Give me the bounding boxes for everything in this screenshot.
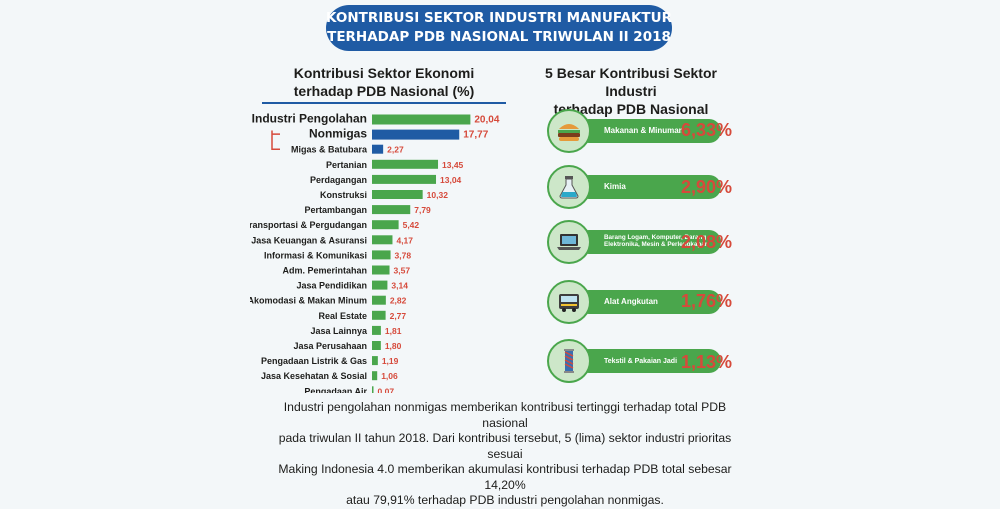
value-label: 1,19 bbox=[382, 356, 399, 366]
bar bbox=[372, 371, 378, 381]
top5-item-food: Makanan & Minuman bbox=[547, 109, 727, 153]
bar bbox=[372, 341, 381, 350]
bar bbox=[372, 295, 386, 305]
value-label: 2,77 bbox=[390, 311, 407, 321]
category-label: Jasa Lainnya bbox=[310, 326, 368, 336]
top5-value: 2,08% bbox=[681, 232, 733, 252]
category-label: Perdagangan bbox=[310, 175, 367, 185]
category-label: Transportasi & Pergudangan bbox=[250, 220, 367, 230]
footer-line-2: pada triwulan II tahun 2018. Dari kontri… bbox=[278, 431, 732, 461]
flask-icon bbox=[547, 165, 591, 209]
category-label: Pengadaan Air bbox=[304, 386, 367, 393]
top5-value: 6,33% bbox=[681, 120, 733, 140]
bar bbox=[372, 114, 471, 125]
value-label: 7,79 bbox=[414, 205, 431, 215]
top5-pill: Alat Angkutan bbox=[577, 290, 721, 314]
category-label: Industri Pengolahan bbox=[252, 112, 367, 126]
bar bbox=[372, 144, 384, 154]
bar bbox=[372, 265, 390, 275]
bar bbox=[372, 356, 378, 366]
top5-label: Makanan & Minuman bbox=[604, 126, 684, 135]
top5-pill: Kimia bbox=[577, 175, 721, 199]
chart-title-line-2: terhadap PDB Nasional (%) bbox=[293, 83, 475, 99]
footer-line-4: atau 79,91% terhadap PDB industri pengol… bbox=[346, 493, 664, 507]
subsector-bracket bbox=[271, 130, 280, 150]
bar bbox=[372, 235, 393, 245]
bar bbox=[372, 174, 437, 184]
category-label: Jasa Pendidikan bbox=[296, 281, 367, 291]
value-label: 20,04 bbox=[474, 115, 499, 126]
value-label: 1,06 bbox=[381, 371, 398, 381]
category-label: Migas & Batubara bbox=[291, 145, 368, 155]
chart-title-underline bbox=[262, 102, 506, 104]
top5-title: 5 Besar Kontribusi Sektor Industri terha… bbox=[525, 64, 737, 118]
category-label: Adm. Pemerintahan bbox=[282, 266, 367, 276]
category-label: Pertanian bbox=[326, 160, 367, 170]
value-label: 10,32 bbox=[427, 190, 449, 200]
footer-note: Industri pengolahan nonmigas memberikan … bbox=[260, 400, 750, 509]
burger-icon bbox=[547, 109, 591, 153]
bar bbox=[372, 129, 460, 140]
value-label: 4,17 bbox=[396, 235, 413, 245]
value-label: 1,81 bbox=[385, 326, 402, 336]
top5-item-electronics: Barang Logam, Komputer, Barang Elektroni… bbox=[547, 220, 727, 264]
category-label: Konstruksi bbox=[320, 190, 367, 200]
category-label: Jasa Perusahaan bbox=[293, 341, 367, 351]
laptop-icon bbox=[547, 220, 591, 264]
value-label: 1,80 bbox=[385, 341, 402, 351]
category-label: Real Estate bbox=[318, 311, 367, 321]
top5-item-textile: Tekstil & Pakaian Jadi bbox=[547, 339, 727, 383]
top5-title-line-2: terhadap PDB Nasional bbox=[553, 101, 709, 117]
top5-item-transport: Alat Angkutan bbox=[547, 280, 727, 324]
title-banner: KONTRIBUSI SEKTOR INDUSTRI MANUFAKTUR TE… bbox=[326, 5, 672, 51]
chart-title: Kontribusi Sektor Ekonomi terhadap PDB N… bbox=[262, 64, 506, 100]
category-label: Pengadaan Listrik & Gas bbox=[261, 356, 367, 366]
sector-bar-chart: Industri Pengolahan 20,04 Nonmigas 17,77 Mig… bbox=[250, 112, 500, 393]
top5-label: Barang Logam, Komputer, Barang Elektroni… bbox=[604, 234, 709, 248]
category-label: Jasa Kesehatan & Sosial bbox=[261, 371, 367, 381]
footer-line-3: Making Indonesia 4.0 memberikan akumulas… bbox=[278, 462, 732, 492]
bar bbox=[372, 205, 411, 215]
value-label: 2,82 bbox=[390, 296, 407, 306]
top5-value: 1,13% bbox=[681, 352, 733, 372]
textile-icon bbox=[547, 339, 591, 383]
top5-label: Kimia bbox=[604, 182, 626, 191]
value-label: 3,57 bbox=[394, 266, 411, 276]
footer-line-1: Industri pengolahan nonmigas memberikan … bbox=[283, 400, 727, 430]
top5-pill: Makanan & Minuman bbox=[577, 119, 721, 143]
bar bbox=[372, 220, 399, 230]
top5-pill: Tekstil & Pakaian Jadi bbox=[577, 349, 721, 373]
category-label: Akomodasi & Makan Minum bbox=[250, 296, 367, 306]
bar bbox=[372, 159, 439, 169]
top5-item-chemical: Kimia bbox=[547, 165, 727, 209]
value-label: 13,04 bbox=[440, 175, 462, 185]
bar bbox=[372, 250, 391, 260]
value-label: 3,78 bbox=[395, 250, 412, 260]
category-label: Nonmigas bbox=[309, 127, 367, 141]
value-label: 13,45 bbox=[442, 160, 464, 170]
value-label: 3,14 bbox=[391, 281, 408, 291]
value-label: 5,42 bbox=[403, 220, 420, 230]
category-label: Jasa Keuangan & Asuransi bbox=[251, 235, 367, 245]
top5-label: Alat Angkutan bbox=[604, 297, 658, 306]
bar bbox=[372, 190, 423, 199]
bar bbox=[372, 325, 381, 335]
banner-line-1: KONTRIBUSI SEKTOR INDUSTRI MANUFAKTUR bbox=[326, 10, 672, 26]
bar bbox=[372, 310, 386, 320]
top5-pill: Barang Logam, Komputer, Barang Elektroni… bbox=[577, 230, 721, 254]
value-label: 17,77 bbox=[463, 130, 488, 141]
value-label: 2,27 bbox=[387, 145, 404, 155]
chart-title-line-1: Kontribusi Sektor Ekonomi bbox=[293, 65, 475, 81]
top5-value: 2,90% bbox=[681, 177, 733, 197]
category-label: Informasi & Komunikasi bbox=[264, 250, 367, 260]
bar bbox=[372, 280, 388, 290]
bus-icon bbox=[547, 280, 591, 324]
top5-value: 1,76% bbox=[681, 291, 733, 311]
bar bbox=[372, 386, 374, 393]
banner-line-2: TERHADAP PDB NASIONAL TRIWULAN II 2018 bbox=[327, 29, 671, 45]
top5-title-line-1: 5 Besar Kontribusi Sektor Industri bbox=[545, 65, 717, 99]
top5-label: Tekstil & Pakaian Jadi bbox=[604, 357, 678, 365]
value-label: 0,07 bbox=[378, 386, 395, 393]
category-label: Pertambangan bbox=[304, 205, 367, 215]
